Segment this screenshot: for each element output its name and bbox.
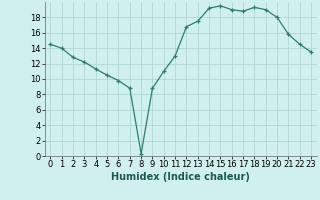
X-axis label: Humidex (Indice chaleur): Humidex (Indice chaleur) (111, 172, 250, 182)
